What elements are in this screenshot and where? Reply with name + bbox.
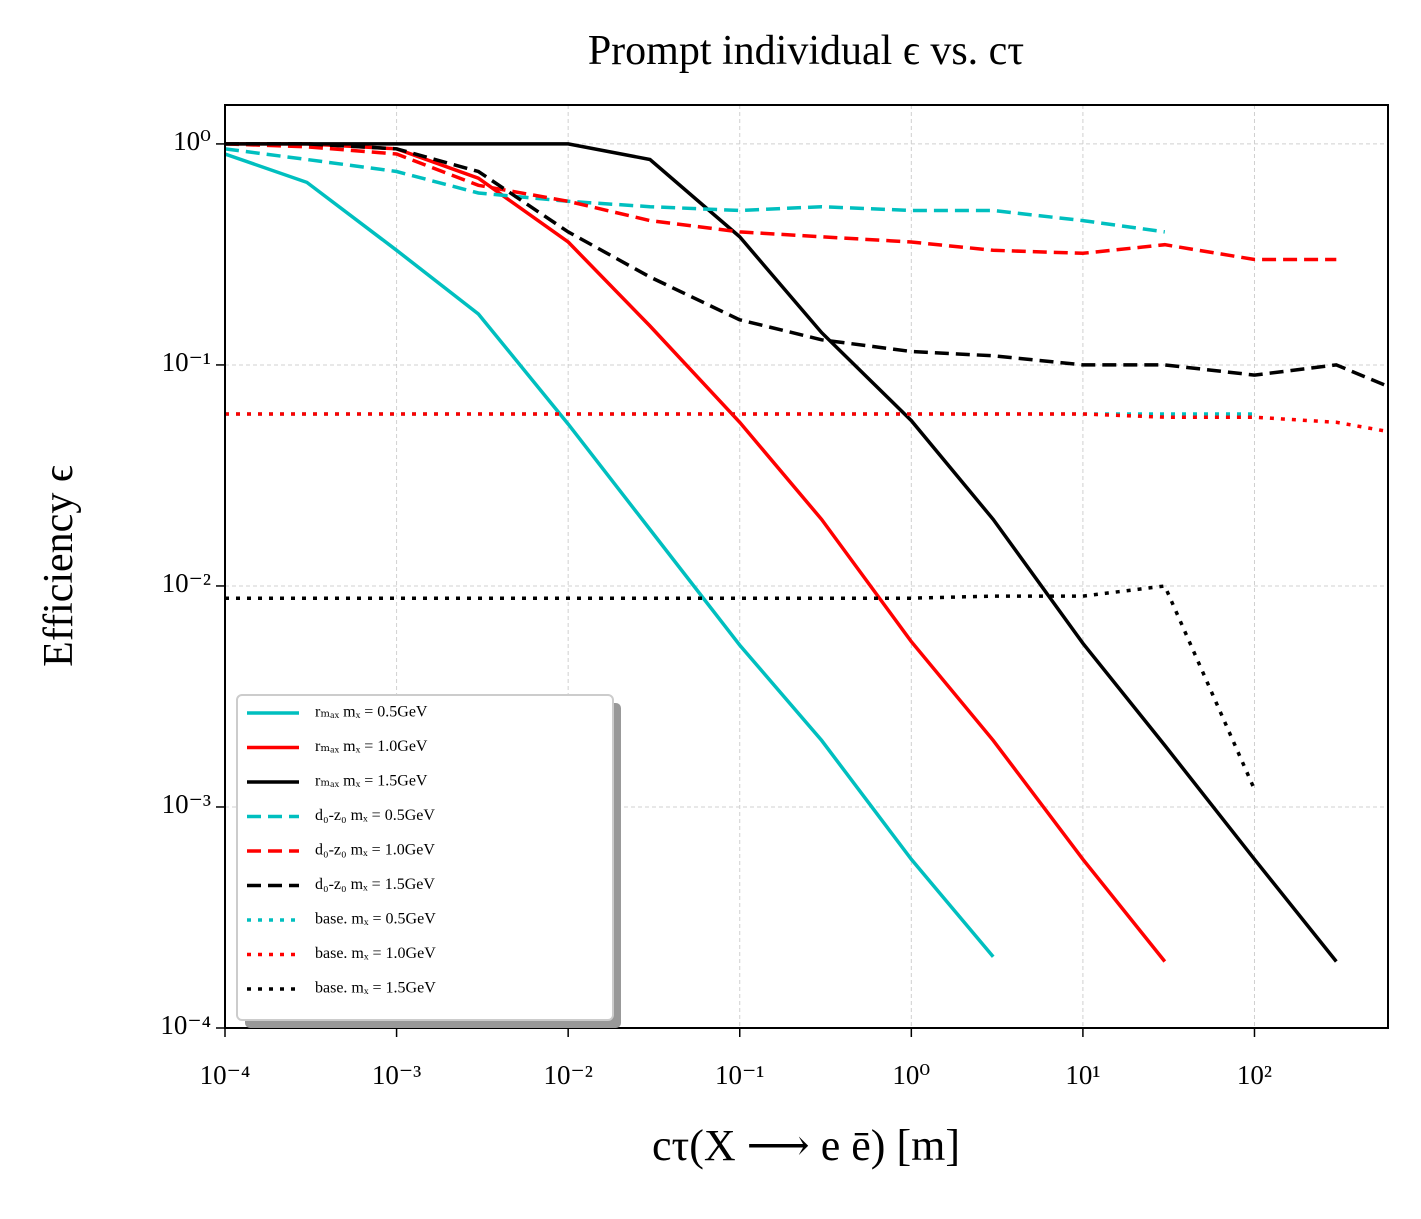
series-line bbox=[225, 152, 995, 958]
series-line bbox=[225, 147, 1166, 234]
series-line bbox=[225, 142, 1338, 963]
x-tick-label: 10⁻⁴ bbox=[200, 1060, 251, 1090]
y-tick-label: 10⁻⁴ bbox=[160, 1010, 211, 1040]
plot-frame bbox=[224, 104, 1389, 1029]
x-tick-label: 10⁻² bbox=[543, 1060, 592, 1090]
series-line bbox=[225, 142, 1388, 389]
x-tick-label: 10² bbox=[1237, 1060, 1272, 1090]
legend-label: d₀-z₀ mₓ = 0.5GeV bbox=[315, 807, 435, 824]
x-tick-label: 10⁻¹ bbox=[715, 1060, 764, 1090]
chart-title: Prompt individual ϵ vs. cτ bbox=[588, 28, 1024, 74]
x-tick-label: 10⁰ bbox=[892, 1060, 930, 1090]
legend-label: base. mₓ = 0.5GeV bbox=[315, 911, 436, 928]
legend-label: base. mₓ = 1.5GeV bbox=[315, 980, 436, 997]
legend-label: rₘₐₓ mₓ = 1.0GeV bbox=[315, 738, 428, 755]
legend-box bbox=[236, 694, 614, 1021]
legend-label: rₘₐₓ mₓ = 1.5GeV bbox=[315, 773, 428, 790]
y-tick-label: 10⁰ bbox=[173, 126, 211, 156]
x-tick-label: 10¹ bbox=[1065, 1060, 1100, 1090]
x-axis-label: cτ(X ⟶ e ē) [m] bbox=[652, 1121, 960, 1170]
legend-label: rₘₐₓ mₓ = 0.5GeV bbox=[315, 704, 428, 721]
legend-label: d₀-z₀ mₓ = 1.5GeV bbox=[315, 876, 435, 893]
y-tick-label: 10⁻³ bbox=[162, 789, 211, 819]
y-tick-label: 10⁻² bbox=[162, 568, 211, 598]
x-tick-label: 10⁻³ bbox=[372, 1060, 421, 1090]
legend-label: d₀-z₀ mₓ = 1.0GeV bbox=[315, 842, 435, 859]
series-line bbox=[225, 412, 1388, 434]
legend-label: base. mₓ = 1.0GeV bbox=[315, 945, 436, 962]
series-line bbox=[225, 142, 1337, 262]
y-tick-label: 10⁻¹ bbox=[162, 347, 211, 377]
plot-lines bbox=[225, 142, 1388, 963]
y-axis-label: Efficiency ϵ bbox=[36, 465, 82, 667]
